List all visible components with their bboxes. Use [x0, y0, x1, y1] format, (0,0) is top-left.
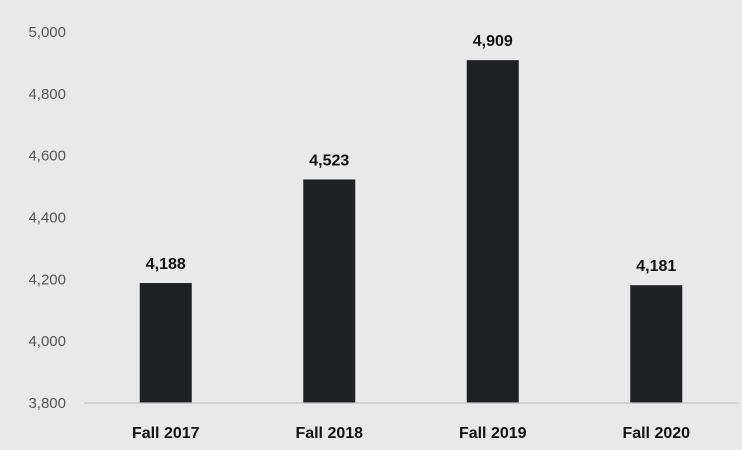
- bar: [466, 60, 519, 404]
- x-tick-label: Fall 2018: [295, 425, 363, 442]
- y-axis-ticks: 3,800 4,000 4,200 4,400 4,600 4,800 5,000: [28, 24, 66, 412]
- data-labels: 4,188 4,523 4,909 4,181: [146, 33, 677, 275]
- x-tick-label: Fall 2017: [132, 425, 200, 442]
- data-label: 4,188: [146, 256, 186, 273]
- data-label: 4,181: [636, 258, 676, 275]
- bar: [630, 285, 683, 403]
- x-tick-label: Fall 2019: [459, 425, 527, 442]
- y-tick-label: 4,800: [28, 86, 66, 103]
- y-tick-label: 5,000: [28, 24, 66, 41]
- y-tick-label: 3,800: [28, 395, 66, 412]
- y-tick-label: 4,400: [28, 210, 66, 227]
- y-tick-label: 4,200: [28, 271, 66, 288]
- bars: [139, 60, 683, 404]
- x-tick-label: Fall 2020: [622, 425, 690, 442]
- data-label: 4,909: [473, 33, 513, 50]
- y-tick-label: 4,600: [28, 148, 66, 165]
- y-tick-label: 4,000: [28, 333, 66, 350]
- x-axis-categories: Fall 2017 Fall 2018 Fall 2019 Fall 2020: [132, 425, 690, 442]
- data-label: 4,523: [309, 152, 349, 169]
- bar: [303, 179, 356, 403]
- bar: [139, 283, 192, 403]
